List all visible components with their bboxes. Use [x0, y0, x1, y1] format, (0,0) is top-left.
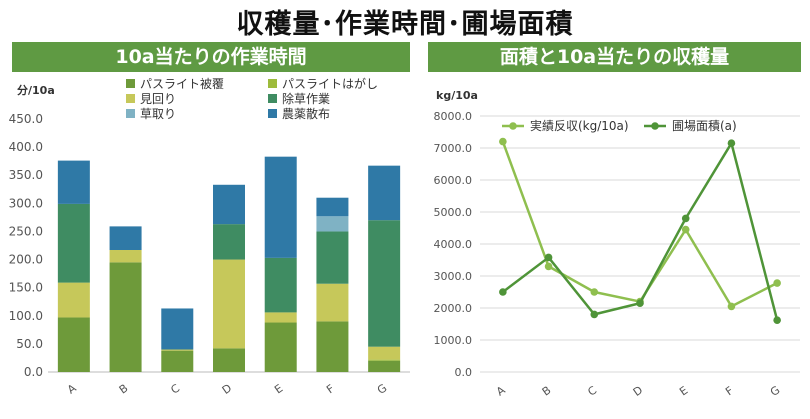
bar-segment	[368, 360, 401, 372]
series-line	[502, 141, 779, 321]
legend-label: 実績反収(kg/10a)	[530, 118, 629, 133]
bar-segment	[57, 203, 90, 283]
bar-segment	[213, 224, 245, 260]
legend-swatch	[126, 94, 135, 103]
y-tick-label: 0.0	[455, 366, 473, 379]
x-tick-label: A	[65, 381, 79, 396]
x-tick-label: A	[494, 383, 508, 398]
data-point	[544, 253, 553, 262]
data-point	[499, 288, 507, 296]
x-tick-label: C	[585, 383, 599, 398]
legend-swatch	[268, 94, 277, 103]
y-tick-label: 8000.0	[434, 110, 473, 123]
x-tick-label: G	[375, 381, 389, 397]
bar-segment	[316, 321, 349, 372]
legend-label: 見回り	[140, 92, 176, 106]
x-tick-label: D	[220, 381, 234, 397]
x-tick-label: F	[324, 382, 337, 396]
bar-segment	[161, 308, 194, 350]
left-chart-title: 10a当たりの作業時間	[12, 42, 410, 72]
bar-segment	[109, 249, 142, 263]
bar-segment	[109, 262, 142, 372]
data-point	[544, 262, 553, 271]
y-tick-label: 150.0	[9, 281, 43, 295]
data-point	[499, 137, 507, 146]
legend-marker	[651, 122, 659, 130]
line-chart: kg/10a 0.0 1000.0 2000.0 3000.0 4000.0 5000.0…	[434, 89, 800, 399]
x-tick-label: E	[272, 382, 285, 397]
bar-segment	[264, 257, 297, 313]
bar-segment	[109, 226, 142, 250]
bar-segment	[264, 322, 297, 372]
x-tick-label: D	[631, 383, 645, 399]
y-tick-label: 1000.0	[434, 334, 473, 347]
bar-segment	[161, 350, 194, 372]
y-tick-label: 50.0	[16, 337, 43, 351]
y-tick-label: 400.0	[9, 140, 43, 154]
bar-segment	[57, 160, 90, 204]
main-title: 収穫量･作業時間･圃場面積	[236, 9, 574, 40]
data-point	[773, 279, 781, 287]
data-point	[681, 225, 690, 234]
y-tick-label: 3000.0	[434, 270, 473, 283]
bar-segment	[264, 312, 297, 323]
bar-segment	[368, 220, 401, 347]
data-point	[727, 302, 736, 311]
legend-swatch	[126, 109, 135, 118]
legend-swatch	[268, 109, 277, 118]
bar-segment	[57, 317, 90, 372]
data-point	[727, 139, 736, 147]
x-tick-label: B	[117, 382, 131, 397]
x-tick-label: B	[540, 384, 554, 399]
y-tick-label: 0.0	[24, 365, 43, 379]
bar-segment	[57, 282, 90, 318]
left-ylabel: 分/10a	[17, 83, 55, 97]
y-tick-label: 200.0	[9, 253, 43, 267]
bar-segment	[161, 349, 194, 351]
legend-label: 圃場面積(a)	[672, 118, 737, 133]
bar-segment	[264, 156, 297, 258]
bar-segment	[316, 216, 349, 232]
bar-segment	[213, 184, 245, 225]
legend-swatch	[268, 79, 277, 88]
legend-label: パスライト被覆	[140, 77, 224, 91]
y-tick-label: 2000.0	[434, 302, 473, 315]
right-chart-title: 面積と10a当たりの収穫量	[428, 42, 801, 72]
legend-label: 草取り	[140, 107, 176, 121]
legend-label: パスライトはがし	[282, 76, 378, 91]
y-tick-label: 350.0	[9, 168, 43, 182]
series-line	[501, 141, 778, 308]
stacked-bar-chart: 分/10a 0.0 50.0 100.0 150.0 200.0 250.0 300.0 35…	[9, 76, 410, 397]
legend-label: 除草作業	[282, 91, 330, 106]
bar-segment	[213, 259, 245, 349]
data-point	[590, 288, 599, 296]
data-point	[636, 299, 644, 307]
y-tick-label: 7000.0	[434, 142, 473, 155]
y-tick-label: 6000.0	[434, 174, 473, 187]
y-tick-label: 100.0	[9, 309, 43, 323]
data-point	[590, 310, 599, 319]
y-tick-label: 4000.0	[434, 238, 473, 251]
x-tick-label: E	[677, 384, 690, 399]
bar-segment	[316, 231, 349, 284]
x-tick-label: C	[168, 381, 182, 396]
bar-segment	[368, 346, 401, 360]
data-point	[773, 316, 781, 324]
legend-label: 農薬散布	[282, 106, 330, 121]
y-tick-label: 250.0	[9, 224, 43, 238]
y-tick-label: 5000.0	[434, 206, 473, 219]
x-tick-label: G	[768, 383, 782, 399]
y-tick-label: 300.0	[9, 196, 43, 210]
legend-marker	[509, 122, 517, 130]
bar-segment	[368, 165, 401, 221]
bar-segment	[316, 197, 349, 217]
legend-swatch	[126, 79, 135, 88]
bar-segment	[213, 348, 245, 372]
y-tick-label: 450.0	[9, 112, 43, 126]
bar-segment	[316, 283, 349, 322]
right-ylabel: kg/10a	[436, 89, 478, 102]
x-tick-label: F	[723, 384, 736, 398]
data-point	[681, 214, 690, 223]
bar-segment	[368, 359, 401, 361]
